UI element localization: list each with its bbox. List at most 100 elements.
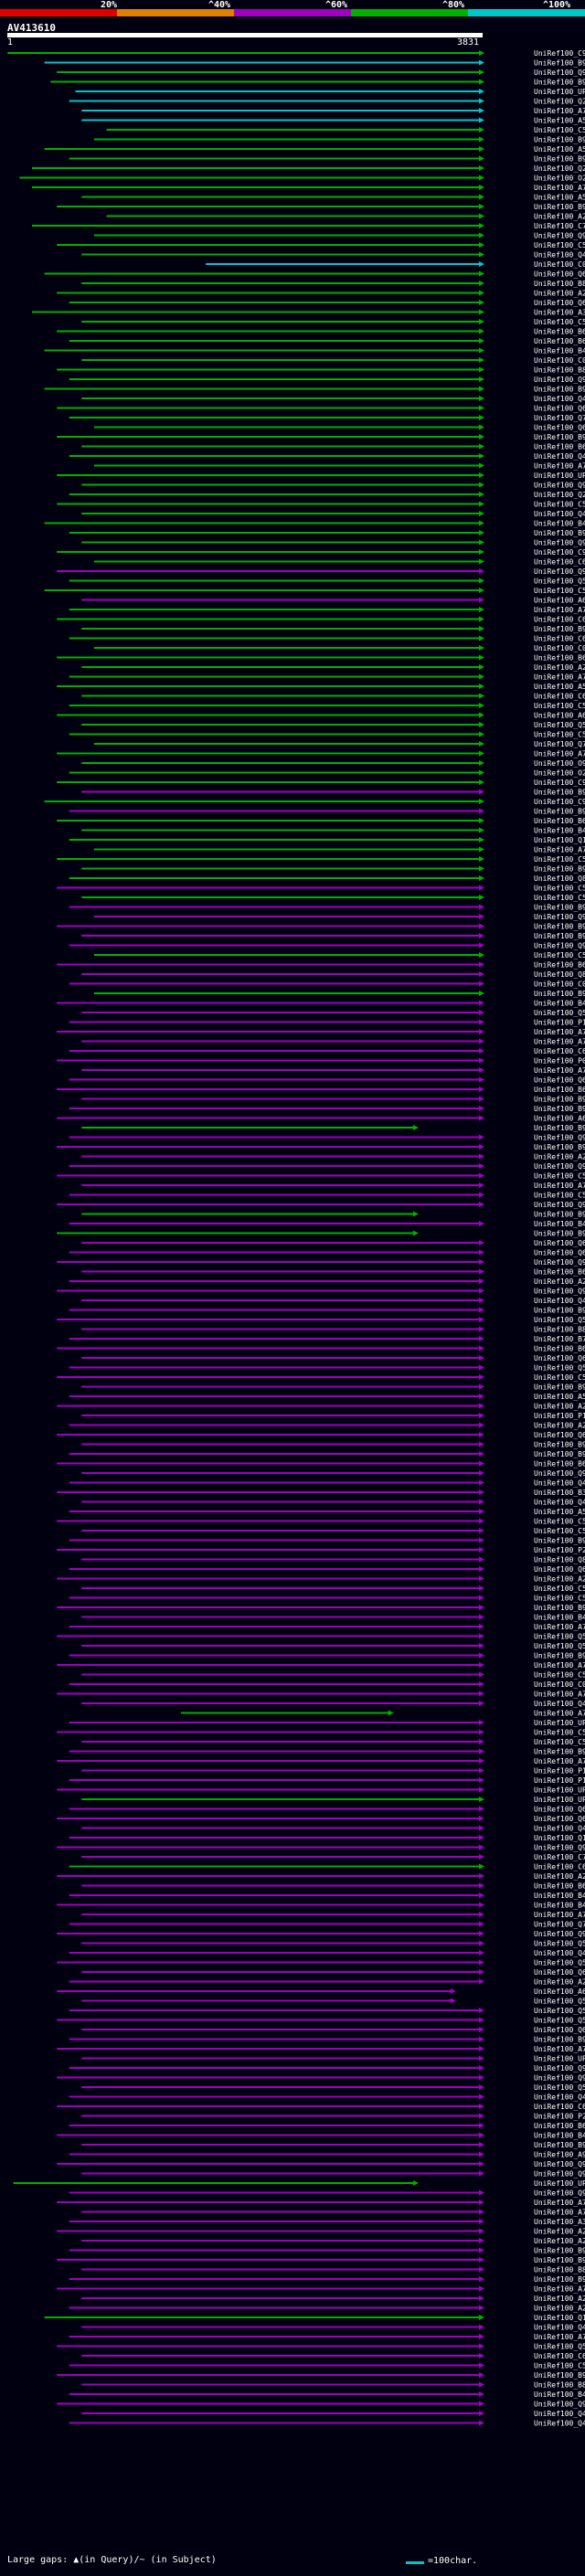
hit-label[interactable]: UniRef100_B9T314 xyxy=(534,625,585,633)
hit-label[interactable]: UniRef100_C5XYY6 xyxy=(534,1527,585,1535)
hit-label[interactable]: UniRef100_C5Z637 xyxy=(534,1729,585,1737)
hit-label[interactable]: UniRef100_Q24JM3 xyxy=(534,98,585,106)
hit-label[interactable]: UniRef100_B9RSS2 xyxy=(534,1748,585,1756)
hit-label[interactable]: UniRef100_B9GLK5 xyxy=(534,1537,585,1545)
hit-label[interactable]: UniRef100_B9NBM9 xyxy=(534,1096,585,1104)
hit-label[interactable]: UniRef100_B4FVT4 xyxy=(534,2132,585,2140)
hit-label[interactable]: UniRef100_Q8O912 xyxy=(534,1556,585,1564)
hit-label[interactable]: UniRef100_A6MG36 xyxy=(534,1115,585,1123)
hit-label[interactable]: UniRef100_B9G8Q9 xyxy=(534,2275,585,2284)
hit-label[interactable]: UniRef100_C5Y040 xyxy=(534,885,585,893)
hit-label[interactable]: UniRef100_A2Z0L7 xyxy=(534,2295,585,2303)
hit-label[interactable]: UniRef100_A7NV82 xyxy=(534,1710,585,1718)
hit-label[interactable]: UniRef100_Q9Q522 xyxy=(534,942,585,950)
hit-label[interactable]: UniRef100_A6G6L1 xyxy=(534,1988,585,1996)
hit-label[interactable]: UniRef100_UP1000... xyxy=(534,88,585,96)
hit-label[interactable]: UniRef100_B9GLM2 xyxy=(534,1604,585,1612)
hit-label[interactable]: UniRef100_C5YA71 xyxy=(534,241,585,249)
hit-label[interactable]: UniRef100_C5Z4T0 xyxy=(534,894,585,902)
hit-label[interactable]: UniRef100_Q93659 xyxy=(534,2170,585,2178)
hit-label[interactable]: UniRef100_C0KKH9 xyxy=(534,981,585,989)
hit-label[interactable]: UniRef100_B6U6N1 xyxy=(534,1268,585,1277)
hit-label[interactable]: UniRef100_A3AB79 xyxy=(534,309,585,317)
hit-label[interactable]: UniRef100_C5XG91 xyxy=(534,1192,585,1200)
hit-label[interactable]: UniRef100_A2YCS2 xyxy=(534,1403,585,1411)
hit-label[interactable]: UniRef100_A5B028 xyxy=(534,145,585,154)
hit-label[interactable]: UniRef100_B6UB85 xyxy=(534,1086,585,1094)
hit-label[interactable]: UniRef100_A7PVX8 xyxy=(534,1691,585,1699)
hit-label[interactable]: UniRef100_A7PD60 xyxy=(534,606,585,614)
hit-label[interactable]: UniRef100_C9WF07 xyxy=(534,548,585,557)
hit-label[interactable]: UniRef100_A7QUZ5 xyxy=(534,462,585,471)
hit-label[interactable]: UniRef100_B9KMZ7 xyxy=(534,1383,585,1392)
hit-label[interactable]: UniRef100_Q6ZG07 xyxy=(534,1354,585,1362)
hit-label[interactable]: UniRef100_Q5LWA2 xyxy=(534,1633,585,1641)
hit-label[interactable]: UniRef100_B6S104 xyxy=(534,443,585,451)
hit-label[interactable]: UniRef100_Q5ZQY2 xyxy=(534,578,585,586)
hit-label[interactable]: UniRef100_A7PMF9 xyxy=(534,107,585,115)
hit-label[interactable]: UniRef100_Q5RB05 xyxy=(534,1009,585,1017)
hit-label[interactable]: UniRef100_C5Z744 xyxy=(534,1585,585,1593)
hit-label[interactable]: UniRef100_B9RB96 xyxy=(534,808,585,816)
hit-label[interactable]: UniRef100_A6NMN9 xyxy=(534,597,585,605)
hit-label[interactable]: UniRef100_B6SKT8 xyxy=(534,817,585,825)
hit-label[interactable]: UniRef100_A7R1I2 xyxy=(534,1911,585,1919)
hit-label[interactable]: UniRef100_C7E9R8 xyxy=(534,222,585,230)
hit-label[interactable]: UniRef100_B9I3S8 xyxy=(534,203,585,211)
hit-label[interactable]: UniRef100_Q9LHW7 xyxy=(534,69,585,77)
hit-label[interactable]: UniRef100_Q52882 xyxy=(534,1940,585,1948)
hit-label[interactable]: UniRef100_UP1000... xyxy=(534,1786,585,1795)
hit-label[interactable]: UniRef100_C5XIH6 xyxy=(534,731,585,739)
hit-label[interactable]: UniRef100_C5XXG2 xyxy=(534,318,585,326)
hit-label[interactable]: UniRef100_B9GHP0 xyxy=(534,79,585,87)
hit-label[interactable]: UniRef100_C9WF08 xyxy=(534,49,585,58)
hit-label[interactable]: UniRef100_Q17RH7 xyxy=(534,2314,585,2322)
hit-label[interactable]: UniRef100_C9WF02 xyxy=(534,779,585,787)
hit-label[interactable]: UniRef100_Q43101 xyxy=(534,1825,585,1833)
hit-label[interactable]: UniRef100_Q5VSK2 xyxy=(534,2017,585,2025)
hit-label[interactable]: UniRef100_UP1000... xyxy=(534,2179,585,2188)
hit-label[interactable]: UniRef100_A7QR22 xyxy=(534,2285,585,2294)
hit-label[interactable]: UniRef100_C5YP99 xyxy=(534,1518,585,1526)
hit-label[interactable]: UniRef100_Q52403 xyxy=(534,1364,585,1373)
hit-label[interactable]: UniRef100_B9HL10 xyxy=(534,1450,585,1458)
hit-label[interactable]: UniRef100_A7QEZ5 xyxy=(534,1623,585,1631)
hit-label[interactable]: UniRef100_Q5ULJ6 xyxy=(534,1959,585,1967)
hit-label[interactable]: UniRef100_Q9S810 xyxy=(534,482,585,490)
hit-label[interactable]: UniRef100_A5BLQ3 xyxy=(534,117,585,125)
hit-label[interactable]: UniRef100_B6SKY7 xyxy=(534,961,585,970)
hit-label[interactable]: UniRef100_P15233 xyxy=(534,1412,585,1420)
hit-label[interactable]: UniRef100_B6U145 xyxy=(534,2122,585,2130)
hit-label[interactable]: UniRef100_Q9LMB9 xyxy=(534,1162,585,1171)
hit-label[interactable]: UniRef100_C0PBB3 xyxy=(534,1680,585,1689)
hit-label[interactable]: UniRef100_B8BEF4 xyxy=(534,366,585,375)
hit-label[interactable]: UniRef100_B4FB96 xyxy=(534,1614,585,1622)
hit-label[interactable]: UniRef100_C6TN43 xyxy=(534,1863,585,1871)
hit-label[interactable]: UniRef100_B9Q1D7 xyxy=(534,1211,585,1219)
hit-label[interactable]: UniRef100_A7QUN9 xyxy=(534,2199,585,2207)
hit-label[interactable]: UniRef100_Q6Z752 xyxy=(534,299,585,307)
hit-label[interactable]: UniRef100_C5THP4 xyxy=(534,501,585,509)
hit-label[interactable]: UniRef100_Q9LT91 xyxy=(534,2160,585,2168)
hit-label[interactable]: UniRef100_B6E5B0 xyxy=(534,654,585,663)
hit-label[interactable]: UniRef100_Q43731 xyxy=(534,395,585,403)
hit-label[interactable]: UniRef100_B6SIH9 xyxy=(534,1345,585,1353)
hit-label[interactable]: UniRef100_Q94823 xyxy=(534,539,585,547)
hit-label[interactable]: UniRef100_B9AL59 xyxy=(534,1124,585,1132)
hit-label[interactable]: UniRef100_B4F7T9 xyxy=(534,1902,585,1910)
hit-label[interactable]: UniRef100_B9FQN7 xyxy=(534,2036,585,2044)
hit-label[interactable]: UniRef100_A2YDJ0 xyxy=(534,1153,585,1161)
hit-label[interactable]: UniRef100_C6TMA6 xyxy=(534,2352,585,2360)
hit-label[interactable]: UniRef100_C5YZM1 xyxy=(534,587,585,595)
hit-label[interactable]: UniRef100_Q9K518 xyxy=(534,913,585,921)
hit-label[interactable]: UniRef100_B9SPT7 xyxy=(534,433,585,441)
hit-label[interactable]: UniRef100_Q5UL3 xyxy=(534,2007,585,2015)
hit-label[interactable]: UniRef100_A7QZJ4 xyxy=(534,184,585,192)
hit-label[interactable]: UniRef100_A7PLN4 xyxy=(534,846,585,854)
hit-label[interactable]: UniRef100_Q40677 xyxy=(534,251,585,260)
hit-label[interactable]: UniRef100_A2Z6V3 xyxy=(534,1575,585,1584)
hit-label[interactable]: UniRef100_A7PQ50 xyxy=(534,1661,585,1670)
hit-label[interactable]: UniRef100_B6TYF5 xyxy=(534,328,585,336)
hit-label[interactable]: UniRef100_O23609 xyxy=(534,175,585,183)
hit-label[interactable]: UniRef100_Q43073 xyxy=(534,510,585,518)
